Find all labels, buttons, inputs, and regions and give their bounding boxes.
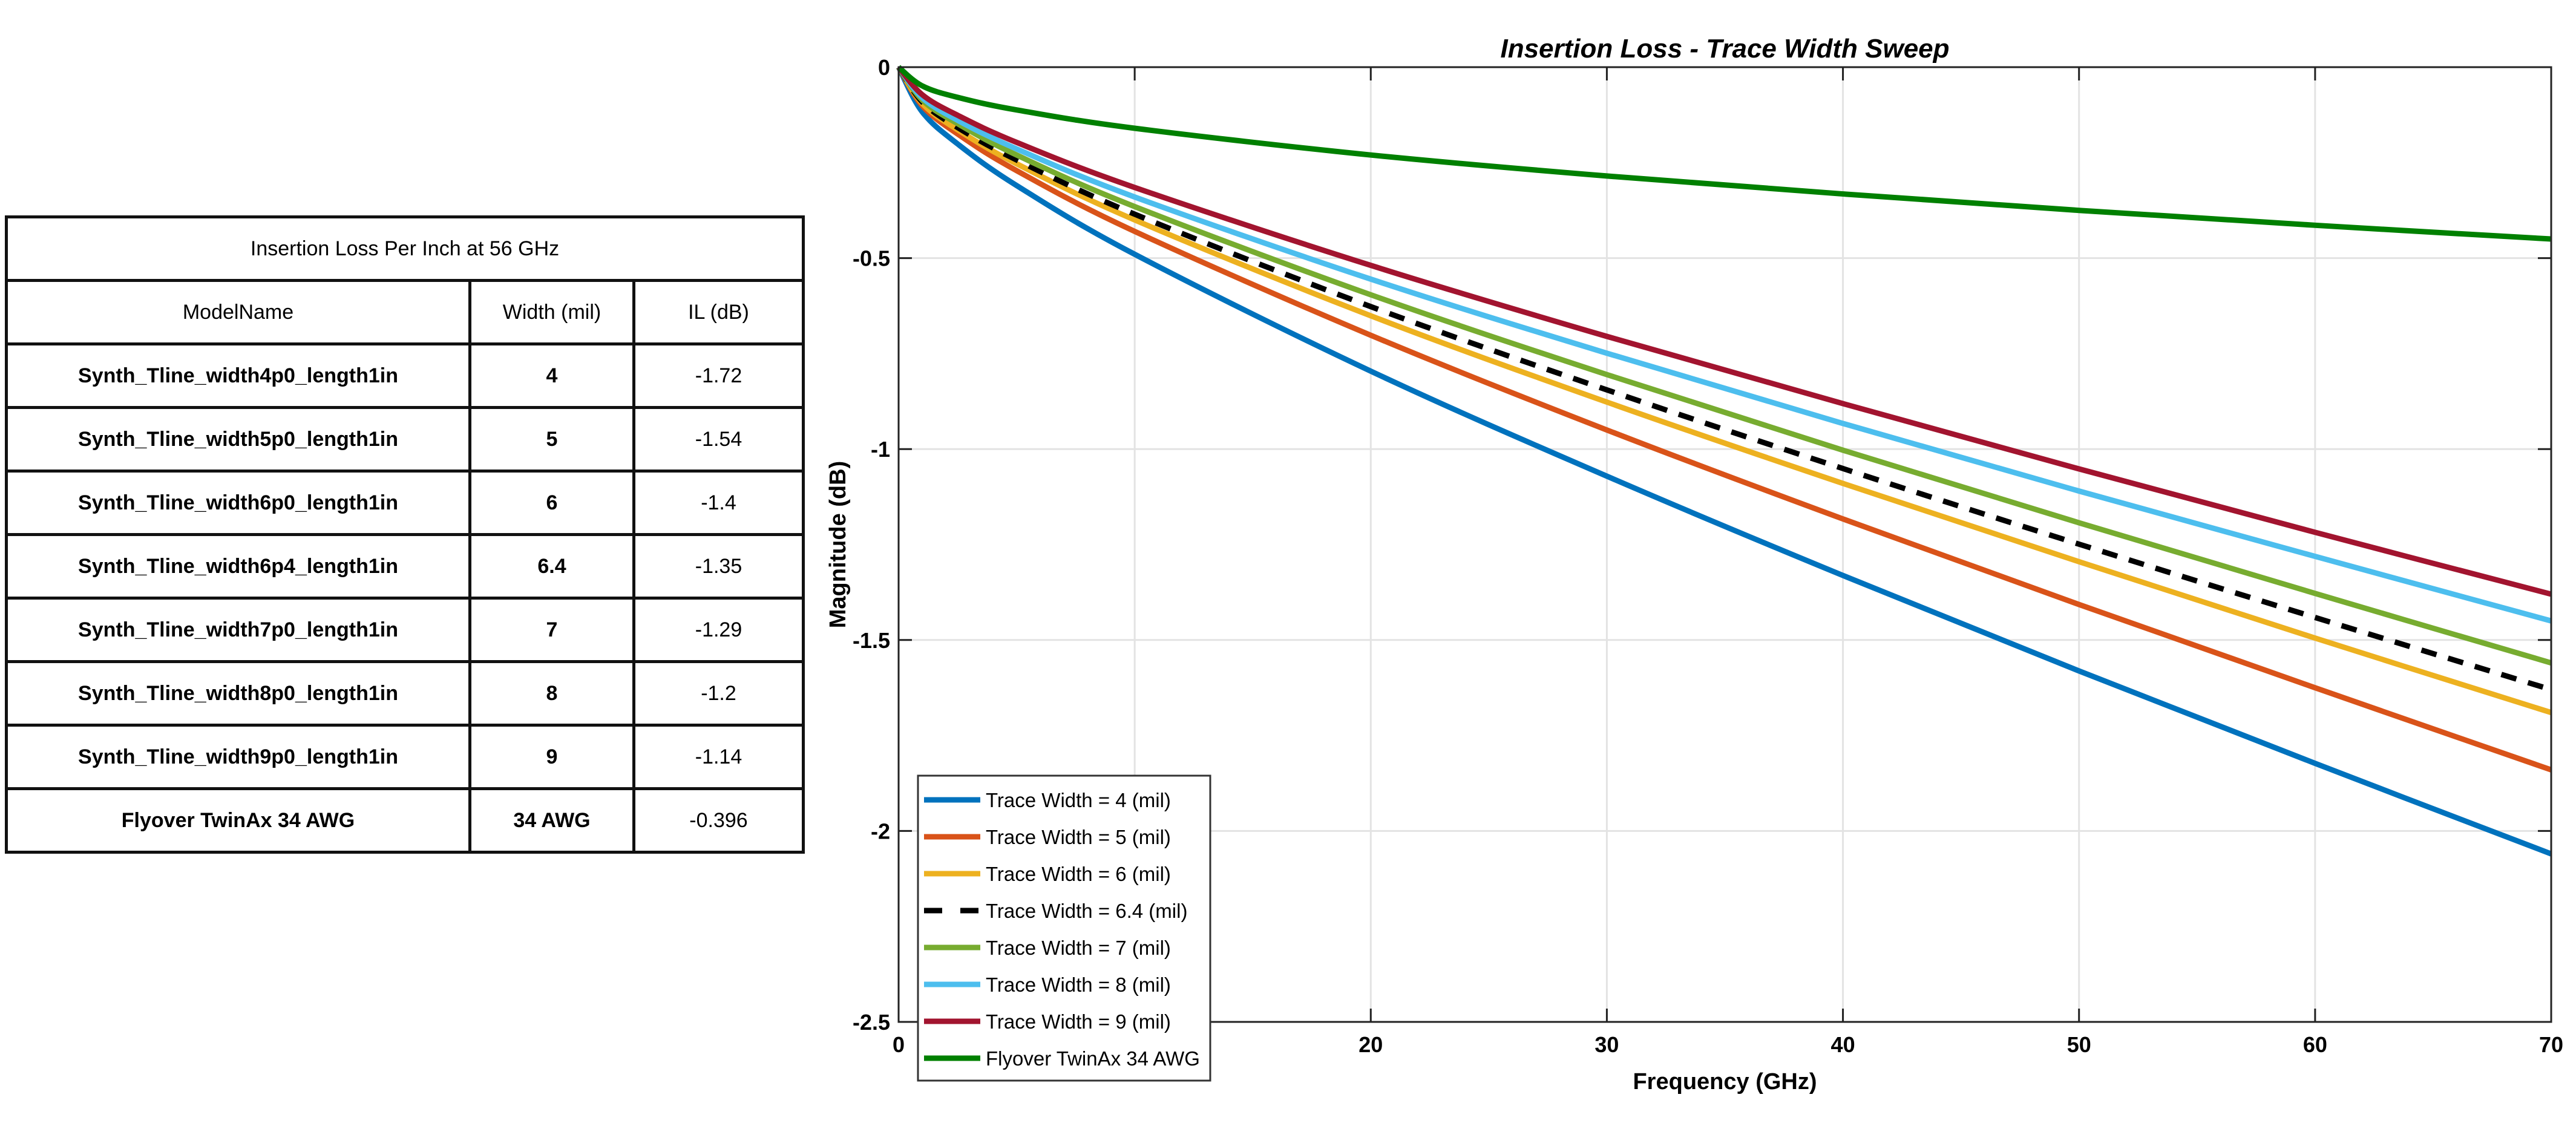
model-name-cell: Synth_Tline_width5p0_length1in (5, 406, 471, 473)
column-header-modelname: ModelName (5, 279, 471, 345)
legend-entry: Trace Width = 5 (mil) (986, 826, 1171, 848)
legend-entry: Trace Width = 9 (mil) (986, 1010, 1171, 1033)
model-name-cell: Flyover TwinAx 34 AWG (5, 787, 471, 854)
x-tick-label: 50 (2067, 1032, 2091, 1057)
x-tick-label: 0 (893, 1032, 905, 1057)
table-title: Insertion Loss Per Inch at 56 GHz (5, 215, 805, 282)
width-cell: 6.4 (468, 533, 635, 600)
insertion-loss-table: Insertion Loss Per Inch at 56 GHz ModelN… (5, 215, 805, 854)
il-cell: -1.4 (632, 470, 805, 536)
legend-entry: Trace Width = 4 (mil) (986, 789, 1171, 811)
width-cell: 4 (468, 342, 635, 409)
y-tick-label: -0.5 (853, 246, 890, 271)
x-tick-label: 70 (2539, 1032, 2563, 1057)
legend-box (917, 774, 1211, 1082)
y-tick-label: -1 (871, 437, 890, 462)
model-name-cell: Synth_Tline_width7p0_length1in (5, 597, 471, 663)
width-cell: 7 (468, 597, 635, 663)
x-tick-label: 20 (1358, 1032, 1383, 1057)
model-name-cell: Synth_Tline_width6p0_length1in (5, 470, 471, 536)
legend-entry: Trace Width = 7 (mil) (986, 937, 1171, 959)
legend-entry: Trace Width = 6 (mil) (986, 863, 1171, 885)
x-tick-label: 40 (1831, 1032, 1855, 1057)
model-name-cell: Synth_Tline_width8p0_length1in (5, 660, 471, 727)
series-line-0 (896, 65, 2552, 857)
model-name-cell: Synth_Tline_width4p0_length1in (5, 342, 471, 409)
model-name-cell: Synth_Tline_width6p4_length1in (5, 533, 471, 600)
chart-title: Insertion Loss - Trace Width Sweep (1500, 34, 1949, 64)
table-row: Synth_Tline_width5p0_length1in 5 -1.54 (5, 406, 805, 473)
series-line-2 (896, 65, 2552, 716)
il-cell: -1.35 (632, 533, 805, 600)
width-cell: 8 (468, 660, 635, 727)
series-line-3 (896, 65, 2552, 693)
x-axis-label: Frequency (GHz) (1633, 1069, 1817, 1095)
legend-entry: Flyover TwinAx 34 AWG (986, 1047, 1200, 1070)
il-cell: -1.29 (632, 597, 805, 663)
il-cell: -1.2 (632, 660, 805, 727)
table-row: Synth_Tline_width9p0_length1in 9 -1.14 (5, 724, 805, 790)
y-tick-label: -2.5 (853, 1010, 890, 1035)
table-row: Synth_Tline_width6p0_length1in 6 -1.4 (5, 470, 805, 536)
series-line-5 (896, 65, 2552, 624)
series-line-4 (896, 65, 2552, 666)
y-tick-label: -1.5 (853, 628, 890, 653)
table-row: Flyover TwinAx 34 AWG 34 AWG -0.396 (5, 787, 805, 854)
series-line-6 (896, 65, 2552, 597)
width-cell: 34 AWG (468, 787, 635, 854)
column-header-width: Width (mil) (468, 279, 635, 345)
model-name-cell: Synth_Tline_width9p0_length1in (5, 724, 471, 790)
table-row: Synth_Tline_width4p0_length1in 4 -1.72 (5, 342, 805, 409)
series-line-1 (896, 65, 2552, 773)
x-tick-label: 30 (1594, 1032, 1619, 1057)
y-tick-label: -2 (871, 819, 890, 843)
x-tick-label: 60 (2303, 1032, 2327, 1057)
column-header-il: IL (dB) (632, 279, 805, 345)
table-row: Synth_Tline_width7p0_length1in 7 -1.29 (5, 597, 805, 663)
y-axis-label: Magnitude (dB) (825, 461, 851, 629)
il-cell: -1.72 (632, 342, 805, 409)
il-cell: -1.14 (632, 724, 805, 790)
plot-area-border (897, 66, 2552, 1023)
series-line-7 (897, 65, 2552, 242)
width-cell: 6 (468, 470, 635, 536)
il-cell: -0.396 (632, 787, 805, 854)
legend-entry: Trace Width = 8 (mil) (986, 974, 1171, 996)
width-cell: 5 (468, 406, 635, 473)
table-row: Synth_Tline_width8p0_length1in 8 -1.2 (5, 660, 805, 727)
y-tick-label: 0 (878, 55, 890, 80)
table-row: Synth_Tline_width6p4_length1in 6.4 -1.35 (5, 533, 805, 600)
il-cell: -1.54 (632, 406, 805, 473)
width-cell: 9 (468, 724, 635, 790)
legend-entry: Trace Width = 6.4 (mil) (986, 900, 1187, 922)
